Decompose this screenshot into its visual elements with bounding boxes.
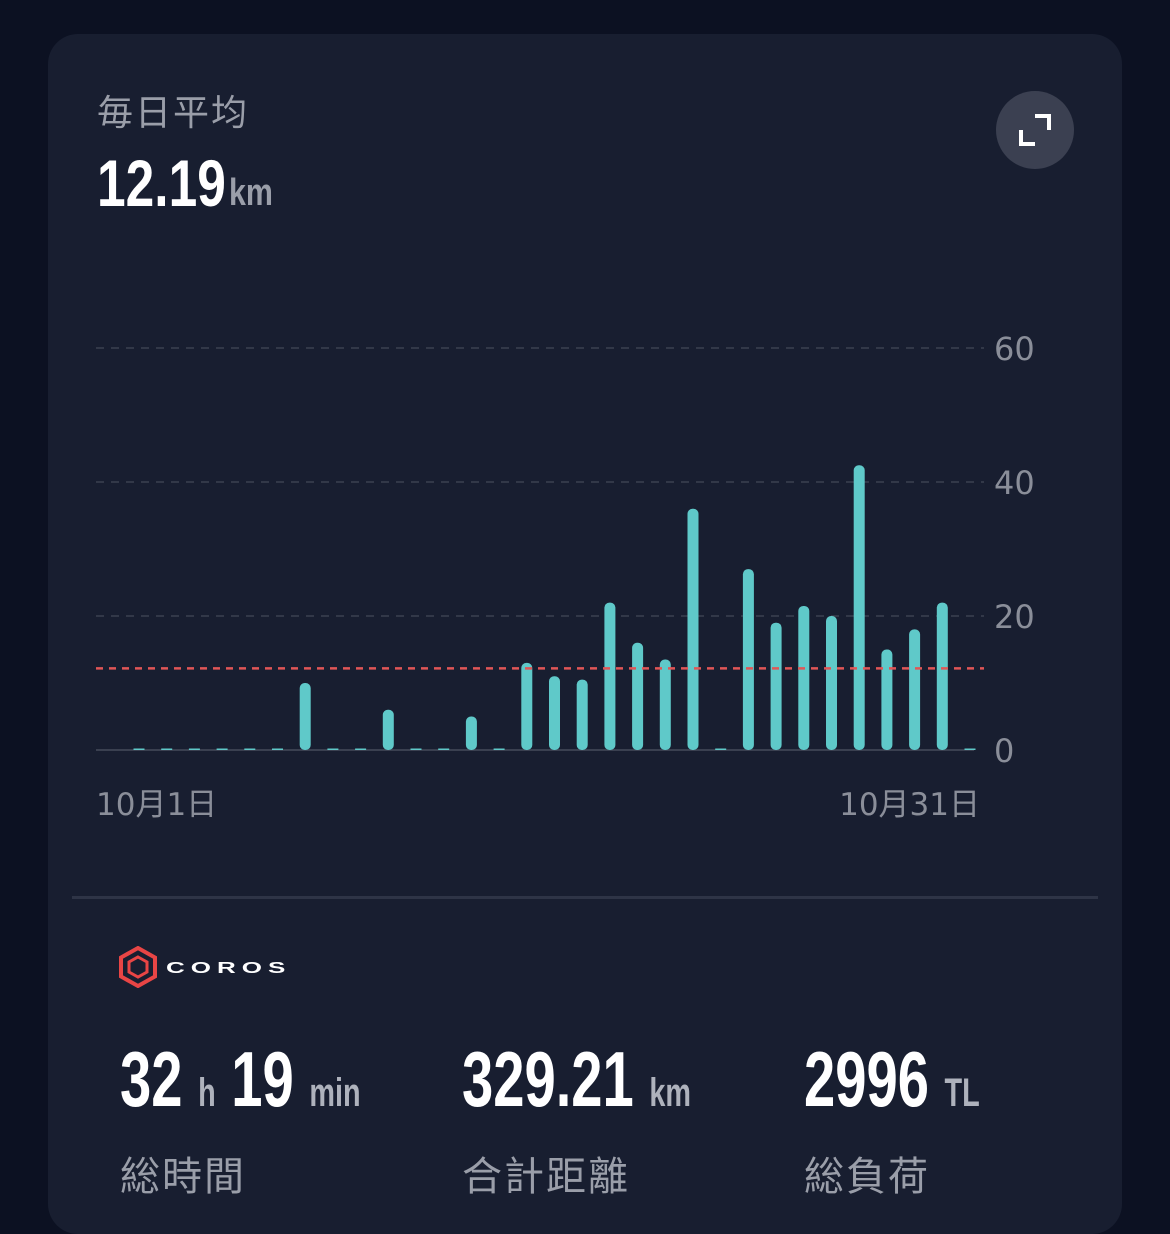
distance-bar-chart: 0 20 40 60 10月1日 10月31日 <box>96 330 1035 823</box>
logo-text: COROS <box>166 957 292 976</box>
bar-day-19 <box>632 642 644 750</box>
bar-day-27 <box>853 465 865 750</box>
bar-day-10 <box>382 709 394 750</box>
stat-total-time: 32 h 19 min 総時間 <box>120 1035 454 1200</box>
stat-label: 合計距離 <box>462 1154 630 1200</box>
stat-label: 総負荷 <box>804 1154 930 1200</box>
daily-average-label: 毎日平均 <box>97 93 250 134</box>
bar-day-24 <box>770 622 782 750</box>
bar-day-15 <box>521 662 533 750</box>
bar-day-14 <box>493 748 505 750</box>
bar-day-29 <box>909 629 921 750</box>
stat-total-distance: 329.21 km 合計距離 <box>462 1035 780 1200</box>
bar-day-9 <box>355 748 367 750</box>
bar-day-23 <box>742 569 754 750</box>
expand-button[interactable] <box>996 91 1074 169</box>
bar-day-6 <box>272 748 283 750</box>
bar-day-18 <box>604 602 616 750</box>
bar-day-25 <box>798 605 810 750</box>
bar-day-16 <box>549 676 560 750</box>
daily-average-value: 12.19 <box>97 146 226 220</box>
coros-logo-icon <box>119 946 157 988</box>
bar-day-21 <box>687 508 699 750</box>
stat-value: 32 h 19 min <box>120 1035 361 1123</box>
bar-day-13 <box>465 716 477 750</box>
x-label-end: 10月31日 <box>839 787 980 823</box>
bar-day-28 <box>881 649 893 750</box>
stat-total-load: 2996 TL 総負荷 <box>804 1035 1048 1200</box>
bar-day-26 <box>826 616 837 750</box>
y-tick-label: 40 <box>994 464 1035 502</box>
bar-day-2 <box>161 748 173 750</box>
bar-day-7 <box>299 683 311 750</box>
bar-day-11 <box>410 748 422 750</box>
daily-average-unit: km <box>229 172 273 214</box>
y-tick-label: 20 <box>994 598 1035 636</box>
y-tick-label: 60 <box>994 330 1035 368</box>
bar-day-12 <box>438 748 450 750</box>
bar-day-22 <box>715 748 727 750</box>
bar-day-5 <box>244 748 256 750</box>
stat-label: 総時間 <box>120 1154 246 1200</box>
coros-logo: COROS <box>118 946 291 988</box>
stat-value: 2996 TL <box>804 1035 980 1123</box>
bar-day-4 <box>216 748 228 750</box>
divider <box>72 896 1098 899</box>
bar-day-17 <box>576 679 588 750</box>
bar-day-3 <box>188 748 200 750</box>
bar-day-1 <box>133 748 145 750</box>
bar-day-20 <box>659 659 671 750</box>
x-label-start: 10月1日 <box>96 787 217 823</box>
expand-icon <box>1019 114 1051 146</box>
bar-day-30 <box>936 602 948 750</box>
bar-day-8 <box>327 748 339 750</box>
bar-day-31 <box>964 748 976 750</box>
stat-value: 329.21 km <box>462 1035 692 1123</box>
y-tick-label: 0 <box>994 732 1014 770</box>
